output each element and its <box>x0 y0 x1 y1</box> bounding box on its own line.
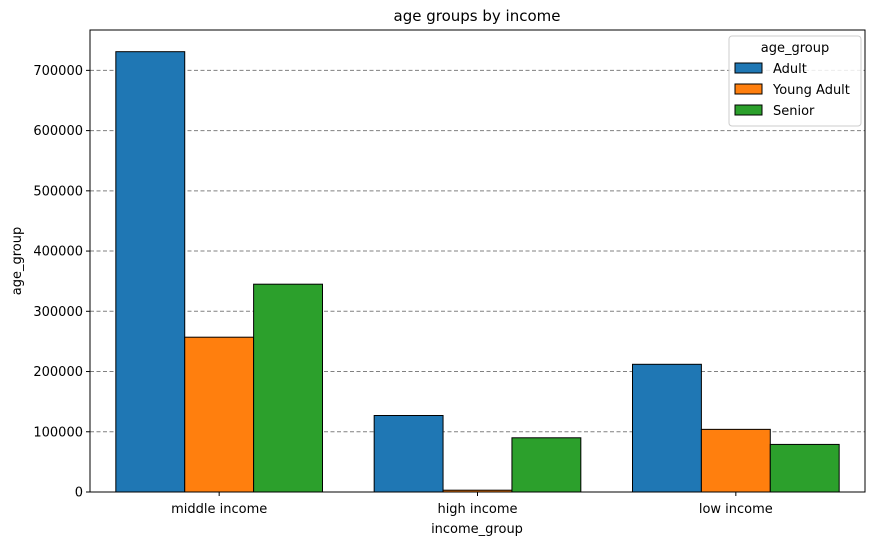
bar-senior <box>769 443 840 493</box>
legend-box <box>728 35 862 127</box>
x-tick-label: middle income <box>171 502 267 517</box>
bar-adult <box>115 51 186 493</box>
bar-young-adult <box>184 336 255 493</box>
legend-title: age_group <box>761 41 829 56</box>
legend-swatch <box>734 62 763 74</box>
legend-label: Young Adult <box>772 83 850 98</box>
bars <box>115 51 840 493</box>
chart-title: age groups by income <box>394 7 561 25</box>
bar-young-adult <box>700 428 771 493</box>
y-tick-label: 600000 <box>33 124 83 139</box>
y-tick-label: 400000 <box>33 245 83 260</box>
legend-swatch <box>734 83 763 95</box>
bar-adult <box>373 415 444 493</box>
x-tick-label: high income <box>437 502 517 517</box>
y-tick-label: 300000 <box>33 305 83 320</box>
bar-senior <box>511 437 582 493</box>
legend: age_group Adult Young Adult Senior <box>728 35 862 127</box>
y-axis-title: age_group <box>10 227 25 295</box>
legend-label: Senior <box>773 104 815 119</box>
legend-swatch <box>734 104 763 116</box>
y-tick-label: 100000 <box>33 425 83 440</box>
x-axis-title: income_group <box>431 522 523 537</box>
bar-adult <box>632 363 702 493</box>
legend-items: Adult Young Adult Senior <box>734 62 850 119</box>
y-axis: 0 100000 200000 300000 400000 500000 600000 700… <box>33 64 90 501</box>
legend-label: Adult <box>773 62 807 77</box>
y-tick-label: 700000 <box>33 64 83 79</box>
y-tick-label: 200000 <box>33 365 83 380</box>
y-tick-label: 500000 <box>33 184 83 199</box>
y-tick-label: 0 <box>75 486 83 501</box>
x-tick-label: low income <box>699 502 773 517</box>
bar-senior <box>253 283 323 493</box>
x-axis: middle income high income low income <box>171 492 773 517</box>
